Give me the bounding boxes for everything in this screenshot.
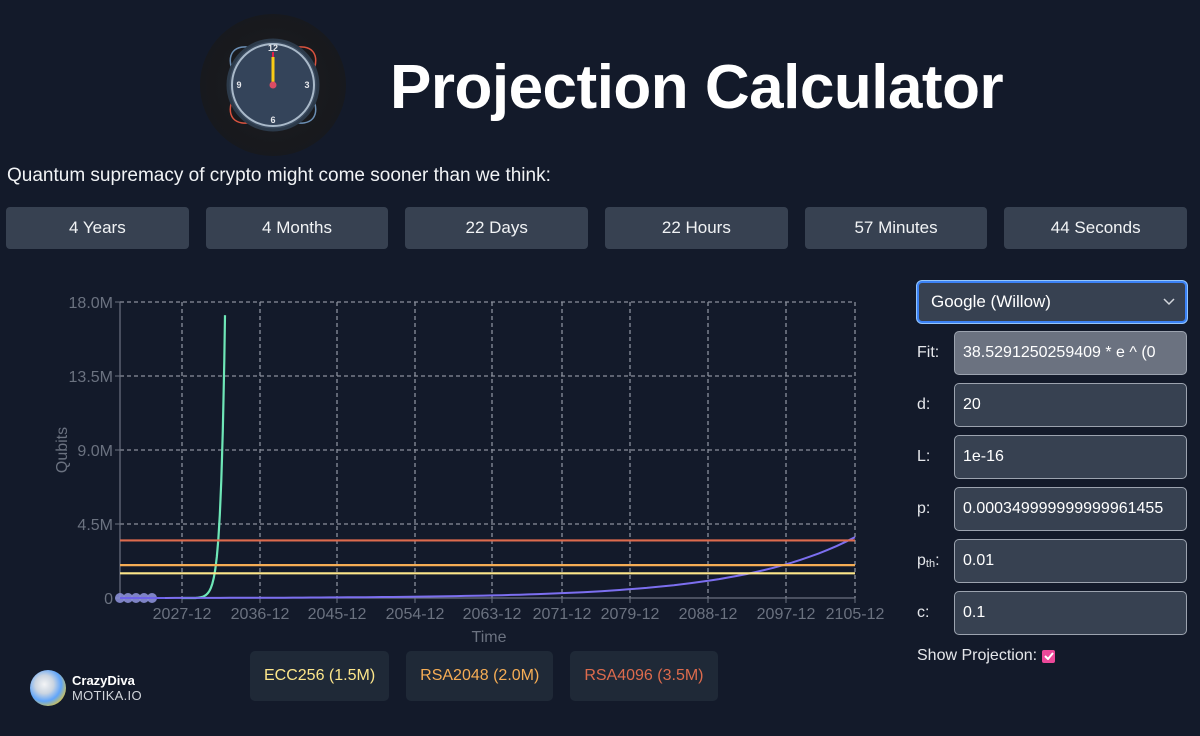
x-tick-label: 2063-12 bbox=[463, 606, 522, 623]
subtitle: Quantum supremacy of crypto might come s… bbox=[7, 165, 551, 186]
x-axis-label: Time bbox=[472, 629, 507, 646]
d-input[interactable] bbox=[954, 383, 1187, 427]
model-select-value: Google (Willow) bbox=[931, 292, 1051, 311]
clock-number-12: 12 bbox=[268, 43, 278, 53]
l-input[interactable] bbox=[954, 435, 1187, 479]
checkmark-icon bbox=[1043, 652, 1054, 660]
y-tick-label: 9.0M bbox=[77, 443, 113, 460]
clock-atom-icon: 12 3 6 9 bbox=[226, 38, 320, 132]
x-tick-label: 2097-12 bbox=[757, 606, 816, 623]
clock-number-6: 6 bbox=[270, 115, 275, 125]
pth-input[interactable] bbox=[954, 539, 1187, 583]
controls-panel: Google (Willow) Fit: d: L: p: pth: c: Sh… bbox=[917, 281, 1187, 665]
chart-series bbox=[115, 315, 856, 603]
qubit-projection-chart[interactable]: 0 4.5M 9.0M 13.5M 18.0M 2027-12 2036-12 2045-12… bbox=[0, 280, 900, 650]
chevron-down-icon bbox=[1163, 298, 1175, 306]
pth-row: pth: bbox=[917, 539, 1187, 583]
c-row: c: bbox=[917, 591, 1187, 635]
y-tick-label: 4.5M bbox=[77, 517, 113, 534]
countdown-seconds: 44 Seconds bbox=[1004, 207, 1188, 249]
show-projection-label: Show Projection: bbox=[917, 647, 1038, 664]
brand[interactable]: CrazyDiva MOTIKA.IO bbox=[30, 670, 142, 706]
d-label: d: bbox=[917, 396, 931, 413]
l-label: L: bbox=[917, 448, 931, 465]
clock-number-9: 9 bbox=[236, 80, 241, 90]
y-tick-label: 13.5M bbox=[69, 369, 113, 386]
model-select[interactable]: Google (Willow) bbox=[917, 281, 1187, 323]
countdown-months: 4 Months bbox=[205, 207, 389, 249]
p-input[interactable] bbox=[954, 487, 1187, 531]
x-tick-label: 2027-12 bbox=[153, 606, 212, 623]
x-tick-label: 2071-12 bbox=[533, 606, 592, 623]
fit-input[interactable] bbox=[954, 331, 1187, 375]
p-label: p: bbox=[917, 500, 931, 517]
chart-legend: ECC256 (1.5M) RSA2048 (2.0M) RSA4096 (3.… bbox=[250, 651, 718, 701]
clock-number-3: 3 bbox=[304, 80, 309, 90]
countdown-years: 4 Years bbox=[6, 207, 189, 249]
countdown: 4 Years 4 Months 22 Days 22 Hours 57 Min… bbox=[6, 207, 1188, 249]
x-tick-label: 2036-12 bbox=[231, 606, 290, 623]
brand-domain: MOTIKA.IO bbox=[72, 688, 142, 703]
x-tick-label: 2045-12 bbox=[308, 606, 367, 623]
c-input[interactable] bbox=[954, 591, 1187, 635]
clock-logo: 12 3 6 9 bbox=[200, 14, 346, 156]
pth-label-sub: th bbox=[925, 558, 936, 570]
fit-row: Fit: bbox=[917, 331, 1187, 375]
brand-avatar bbox=[30, 670, 66, 706]
show-projection-checkbox[interactable] bbox=[1042, 649, 1056, 663]
brand-name: CrazyDiva bbox=[72, 673, 135, 688]
fit-label: Fit: bbox=[917, 344, 940, 361]
chart-grid bbox=[120, 301, 856, 598]
p-row: p: bbox=[917, 487, 1187, 531]
d-row: d: bbox=[917, 383, 1187, 427]
chart-axes: 0 4.5M 9.0M 13.5M 18.0M 2027-12 2036-12 2045-12… bbox=[69, 295, 885, 623]
c-label: c: bbox=[917, 604, 930, 621]
countdown-minutes: 57 Minutes bbox=[804, 207, 988, 249]
legend-rsa2048[interactable]: RSA2048 (2.0M) bbox=[406, 651, 554, 701]
pth-label: pth: bbox=[917, 552, 954, 570]
pth-label-colon: : bbox=[935, 552, 940, 569]
l-row: L: bbox=[917, 435, 1187, 479]
x-tick-label: 2105-12 bbox=[826, 606, 885, 623]
pth-label-main: p bbox=[917, 552, 926, 569]
legend-ecc256[interactable]: ECC256 (1.5M) bbox=[250, 651, 390, 701]
show-projection-row: Show Projection: bbox=[917, 647, 1187, 665]
page-title: Projection Calculator bbox=[390, 53, 1004, 122]
x-tick-label: 2079-12 bbox=[601, 606, 660, 623]
countdown-days: 22 Days bbox=[405, 207, 589, 249]
y-tick-label: 18.0M bbox=[69, 295, 113, 312]
projection-curve-willow bbox=[130, 536, 856, 599]
x-tick-label: 2054-12 bbox=[386, 606, 445, 623]
y-axis-label: Qubits bbox=[54, 427, 71, 473]
x-tick-label: 2088-12 bbox=[679, 606, 738, 623]
countdown-hours: 22 Hours bbox=[605, 207, 788, 249]
projection-curve-fast bbox=[182, 315, 227, 600]
legend-rsa4096[interactable]: RSA4096 (3.5M) bbox=[570, 651, 718, 701]
y-tick-label: 0 bbox=[104, 591, 113, 608]
